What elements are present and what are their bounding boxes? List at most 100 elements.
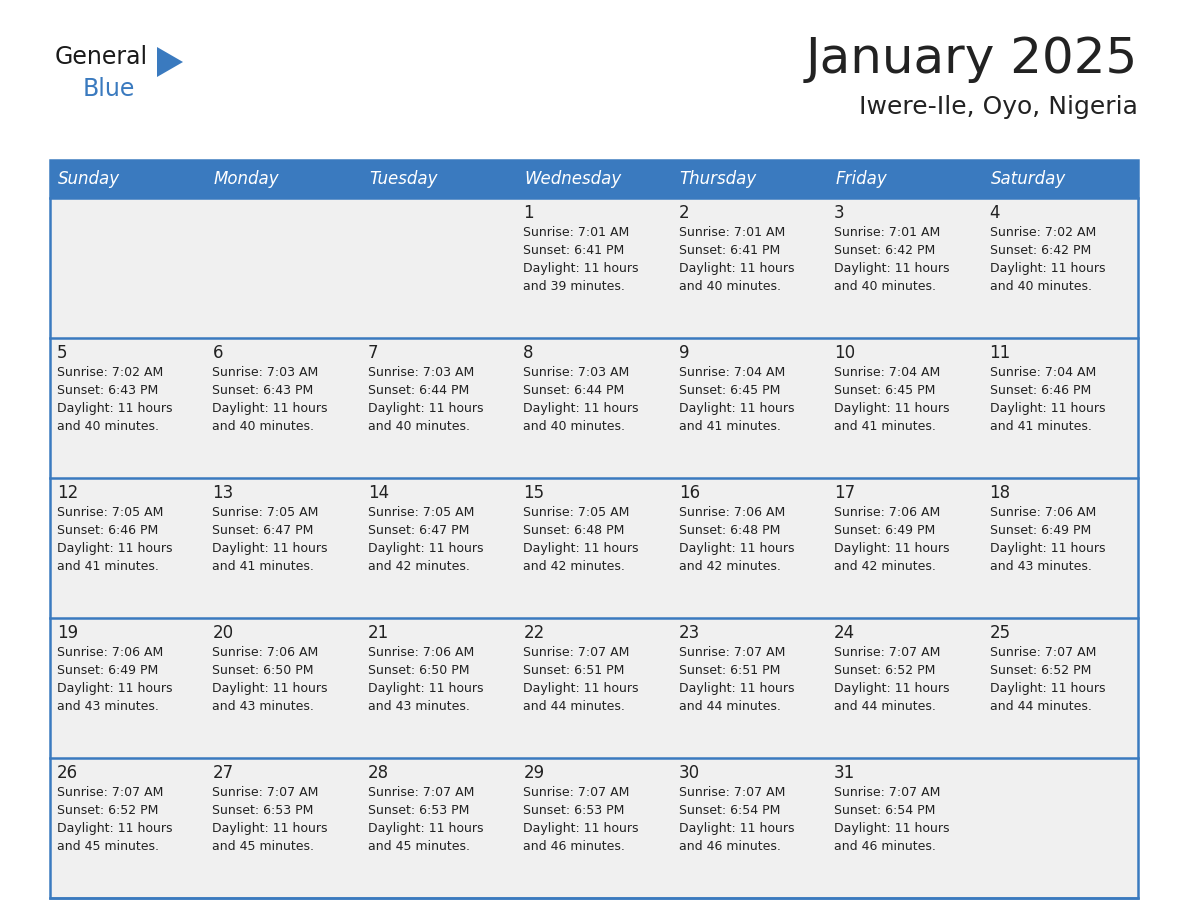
Bar bbox=[982, 618, 1138, 758]
Text: Tuesday: Tuesday bbox=[368, 170, 437, 188]
Text: Sunrise: 7:06 AM: Sunrise: 7:06 AM bbox=[990, 506, 1095, 519]
Text: Sunset: 6:48 PM: Sunset: 6:48 PM bbox=[523, 524, 625, 537]
Text: 17: 17 bbox=[834, 484, 855, 502]
Text: Sunset: 6:50 PM: Sunset: 6:50 PM bbox=[368, 664, 469, 677]
Text: Sunset: 6:43 PM: Sunset: 6:43 PM bbox=[57, 384, 158, 397]
Text: Sunrise: 7:04 AM: Sunrise: 7:04 AM bbox=[990, 366, 1095, 379]
Text: 19: 19 bbox=[57, 624, 78, 642]
Text: Blue: Blue bbox=[83, 77, 135, 101]
Text: Monday: Monday bbox=[214, 170, 279, 188]
Text: 14: 14 bbox=[368, 484, 388, 502]
Bar bbox=[361, 758, 517, 898]
Text: Daylight: 11 hours: Daylight: 11 hours bbox=[834, 682, 949, 695]
Text: Daylight: 11 hours: Daylight: 11 hours bbox=[368, 402, 484, 415]
Text: Daylight: 11 hours: Daylight: 11 hours bbox=[523, 262, 639, 275]
Text: Sunset: 6:46 PM: Sunset: 6:46 PM bbox=[57, 524, 158, 537]
Text: 29: 29 bbox=[523, 764, 544, 782]
Text: Daylight: 11 hours: Daylight: 11 hours bbox=[523, 682, 639, 695]
Text: 4: 4 bbox=[990, 204, 1000, 222]
Text: and 43 minutes.: and 43 minutes. bbox=[368, 700, 469, 713]
Bar bbox=[827, 478, 982, 618]
Text: 12: 12 bbox=[57, 484, 78, 502]
Bar bbox=[206, 338, 361, 478]
Text: 23: 23 bbox=[678, 624, 700, 642]
Bar bbox=[827, 618, 982, 758]
Bar bbox=[671, 758, 827, 898]
Text: Sunset: 6:47 PM: Sunset: 6:47 PM bbox=[368, 524, 469, 537]
Text: Sunset: 6:49 PM: Sunset: 6:49 PM bbox=[57, 664, 158, 677]
Bar bbox=[517, 198, 671, 338]
Text: Saturday: Saturday bbox=[991, 170, 1066, 188]
Text: Sunrise: 7:06 AM: Sunrise: 7:06 AM bbox=[834, 506, 941, 519]
Text: Sunset: 6:43 PM: Sunset: 6:43 PM bbox=[213, 384, 314, 397]
Bar bbox=[361, 478, 517, 618]
Text: 31: 31 bbox=[834, 764, 855, 782]
Text: 20: 20 bbox=[213, 624, 234, 642]
Text: Sunrise: 7:07 AM: Sunrise: 7:07 AM bbox=[834, 786, 941, 799]
Text: 1: 1 bbox=[523, 204, 533, 222]
Bar bbox=[50, 758, 206, 898]
Text: Sunset: 6:45 PM: Sunset: 6:45 PM bbox=[834, 384, 935, 397]
Bar bbox=[206, 618, 361, 758]
Text: and 42 minutes.: and 42 minutes. bbox=[834, 560, 936, 573]
Text: Sunrise: 7:04 AM: Sunrise: 7:04 AM bbox=[678, 366, 785, 379]
Bar bbox=[982, 160, 1138, 198]
Text: Sunrise: 7:06 AM: Sunrise: 7:06 AM bbox=[213, 646, 318, 659]
Bar bbox=[206, 198, 361, 338]
Text: Daylight: 11 hours: Daylight: 11 hours bbox=[368, 682, 484, 695]
Bar bbox=[517, 160, 671, 198]
Text: and 41 minutes.: and 41 minutes. bbox=[213, 560, 315, 573]
Text: Sunset: 6:41 PM: Sunset: 6:41 PM bbox=[678, 244, 781, 257]
Bar bbox=[361, 198, 517, 338]
Text: Sunrise: 7:05 AM: Sunrise: 7:05 AM bbox=[213, 506, 318, 519]
Text: Daylight: 11 hours: Daylight: 11 hours bbox=[990, 682, 1105, 695]
Text: and 40 minutes.: and 40 minutes. bbox=[523, 420, 625, 433]
Text: Sunrise: 7:01 AM: Sunrise: 7:01 AM bbox=[678, 226, 785, 239]
Bar bbox=[50, 618, 206, 758]
Text: and 41 minutes.: and 41 minutes. bbox=[990, 420, 1092, 433]
Text: Sunrise: 7:05 AM: Sunrise: 7:05 AM bbox=[523, 506, 630, 519]
Text: Daylight: 11 hours: Daylight: 11 hours bbox=[213, 542, 328, 555]
Text: Sunrise: 7:03 AM: Sunrise: 7:03 AM bbox=[213, 366, 318, 379]
Bar bbox=[827, 198, 982, 338]
Text: and 45 minutes.: and 45 minutes. bbox=[57, 840, 159, 853]
Text: 27: 27 bbox=[213, 764, 234, 782]
Text: Sunset: 6:53 PM: Sunset: 6:53 PM bbox=[368, 804, 469, 817]
Text: 16: 16 bbox=[678, 484, 700, 502]
Text: 15: 15 bbox=[523, 484, 544, 502]
Text: and 42 minutes.: and 42 minutes. bbox=[678, 560, 781, 573]
Bar bbox=[827, 338, 982, 478]
Text: 6: 6 bbox=[213, 344, 223, 362]
Text: Sunset: 6:51 PM: Sunset: 6:51 PM bbox=[678, 664, 781, 677]
Text: Daylight: 11 hours: Daylight: 11 hours bbox=[213, 402, 328, 415]
Text: Daylight: 11 hours: Daylight: 11 hours bbox=[368, 822, 484, 835]
Polygon shape bbox=[157, 47, 183, 77]
Text: Sunset: 6:46 PM: Sunset: 6:46 PM bbox=[990, 384, 1091, 397]
Bar bbox=[361, 160, 517, 198]
Text: Sunset: 6:49 PM: Sunset: 6:49 PM bbox=[990, 524, 1091, 537]
Text: Daylight: 11 hours: Daylight: 11 hours bbox=[213, 682, 328, 695]
Text: Sunrise: 7:07 AM: Sunrise: 7:07 AM bbox=[990, 646, 1097, 659]
Text: Sunrise: 7:02 AM: Sunrise: 7:02 AM bbox=[990, 226, 1095, 239]
Text: Daylight: 11 hours: Daylight: 11 hours bbox=[678, 262, 795, 275]
Bar bbox=[517, 618, 671, 758]
Text: 5: 5 bbox=[57, 344, 68, 362]
Bar bbox=[206, 478, 361, 618]
Bar bbox=[982, 758, 1138, 898]
Text: 18: 18 bbox=[990, 484, 1011, 502]
Text: Daylight: 11 hours: Daylight: 11 hours bbox=[57, 682, 172, 695]
Bar bbox=[671, 160, 827, 198]
Text: and 40 minutes.: and 40 minutes. bbox=[213, 420, 315, 433]
Text: and 41 minutes.: and 41 minutes. bbox=[834, 420, 936, 433]
Text: Sunrise: 7:06 AM: Sunrise: 7:06 AM bbox=[368, 646, 474, 659]
Text: 11: 11 bbox=[990, 344, 1011, 362]
Text: 7: 7 bbox=[368, 344, 378, 362]
Text: and 45 minutes.: and 45 minutes. bbox=[213, 840, 315, 853]
Text: Sunrise: 7:04 AM: Sunrise: 7:04 AM bbox=[834, 366, 941, 379]
Text: and 40 minutes.: and 40 minutes. bbox=[990, 280, 1092, 293]
Text: Sunset: 6:44 PM: Sunset: 6:44 PM bbox=[368, 384, 469, 397]
Text: 30: 30 bbox=[678, 764, 700, 782]
Text: 26: 26 bbox=[57, 764, 78, 782]
Text: Sunrise: 7:07 AM: Sunrise: 7:07 AM bbox=[834, 646, 941, 659]
Text: Sunrise: 7:07 AM: Sunrise: 7:07 AM bbox=[523, 786, 630, 799]
